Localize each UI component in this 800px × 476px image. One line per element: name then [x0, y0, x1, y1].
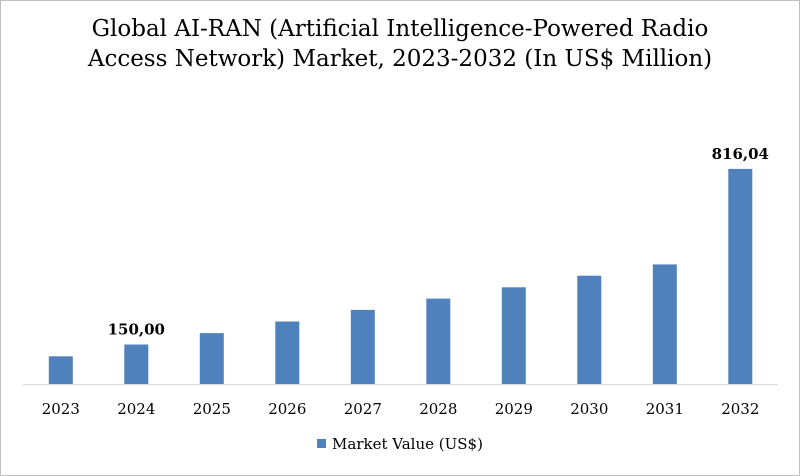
bar-group [48, 168, 753, 384]
x-tick-label: 2031 [646, 400, 684, 418]
bar-2026 [275, 321, 300, 384]
x-tick-label: 2028 [419, 400, 457, 418]
x-tick-label: 2032 [721, 400, 759, 418]
bar-2030 [577, 275, 602, 384]
bar-2023 [48, 356, 73, 384]
x-tick-label: 2025 [193, 400, 231, 418]
bar-2025 [199, 333, 224, 384]
x-tick-labels: 2023 2024 2025 2026 2027 2028 2029 2030 2031 2032 [42, 400, 760, 418]
bar-2027 [350, 309, 375, 384]
bar-2024 [124, 344, 149, 384]
legend-swatch [317, 439, 327, 448]
legend: Market Value (US$) [0, 435, 800, 453]
data-labels: 150,00 816,04 [108, 145, 769, 339]
x-tick-label: 2027 [344, 400, 382, 418]
bar-2031 [652, 264, 677, 384]
x-tick-label: 2029 [495, 400, 533, 418]
x-tick-label: 2024 [117, 400, 155, 418]
legend-label: Market Value (US$) [332, 435, 483, 453]
chart-title: Global AI-RAN (Artificial Intelligence-P… [87, 16, 713, 72]
bar-2028 [426, 298, 451, 384]
x-tick-label: 2030 [570, 400, 608, 418]
x-tick-label: 2023 [42, 400, 80, 418]
x-tick-label: 2026 [268, 400, 306, 418]
data-label: 816,04 [712, 145, 769, 163]
data-label: 150,00 [108, 321, 165, 339]
bar-2032 [728, 168, 753, 384]
bar-2029 [501, 287, 526, 384]
